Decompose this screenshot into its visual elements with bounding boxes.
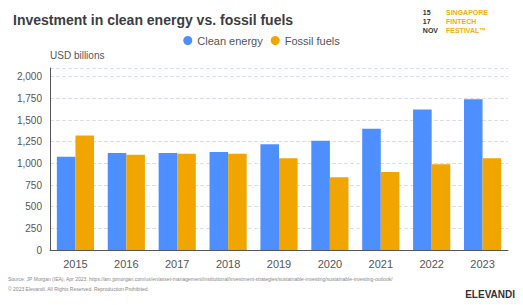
svg-text:1,500: 1,500 <box>17 115 42 126</box>
svg-text:2,000: 2,000 <box>17 71 42 82</box>
svg-text:USD billions: USD billions <box>50 50 104 61</box>
svg-text:750: 750 <box>25 180 42 191</box>
svg-text:500: 500 <box>25 201 42 212</box>
svg-text:15: 15 <box>423 9 431 16</box>
svg-text:2018: 2018 <box>216 258 240 270</box>
svg-text:1,250: 1,250 <box>17 136 42 147</box>
svg-text:2016: 2016 <box>114 258 138 270</box>
svg-text:2015: 2015 <box>63 258 87 270</box>
svg-text:Source: JP Morgan (IEA), Apr 2: Source: JP Morgan (IEA), Apr 2023. https… <box>8 276 393 282</box>
svg-text:SINGAPORE: SINGAPORE <box>446 9 488 16</box>
svg-text:2020: 2020 <box>318 258 342 270</box>
svg-text:Clean energy: Clean energy <box>197 35 263 47</box>
svg-text:1,750: 1,750 <box>17 93 42 104</box>
svg-text:2023: 2023 <box>470 258 494 270</box>
svg-text:2021: 2021 <box>369 258 393 270</box>
svg-text:2022: 2022 <box>419 258 443 270</box>
svg-text:1,000: 1,000 <box>17 158 42 169</box>
svg-text:FESTIVAL™: FESTIVAL™ <box>446 27 486 34</box>
svg-text:2019: 2019 <box>267 258 291 270</box>
svg-text:ELEVANDI: ELEVANDI <box>465 289 515 300</box>
svg-text:2017: 2017 <box>165 258 189 270</box>
svg-text:0: 0 <box>36 245 42 256</box>
svg-text:Investment in clean energy vs.: Investment in clean energy vs. fossil fu… <box>13 12 293 28</box>
svg-text:© 2023 Elevandi. All Rights Re: © 2023 Elevandi. All Rights Reserved. Re… <box>8 286 149 292</box>
svg-text:17: 17 <box>423 18 431 25</box>
svg-text:Fossil fuels: Fossil fuels <box>285 35 341 47</box>
svg-text:FINTECH: FINTECH <box>446 18 476 25</box>
svg-text:NOV: NOV <box>423 27 439 34</box>
svg-text:250: 250 <box>25 223 42 234</box>
